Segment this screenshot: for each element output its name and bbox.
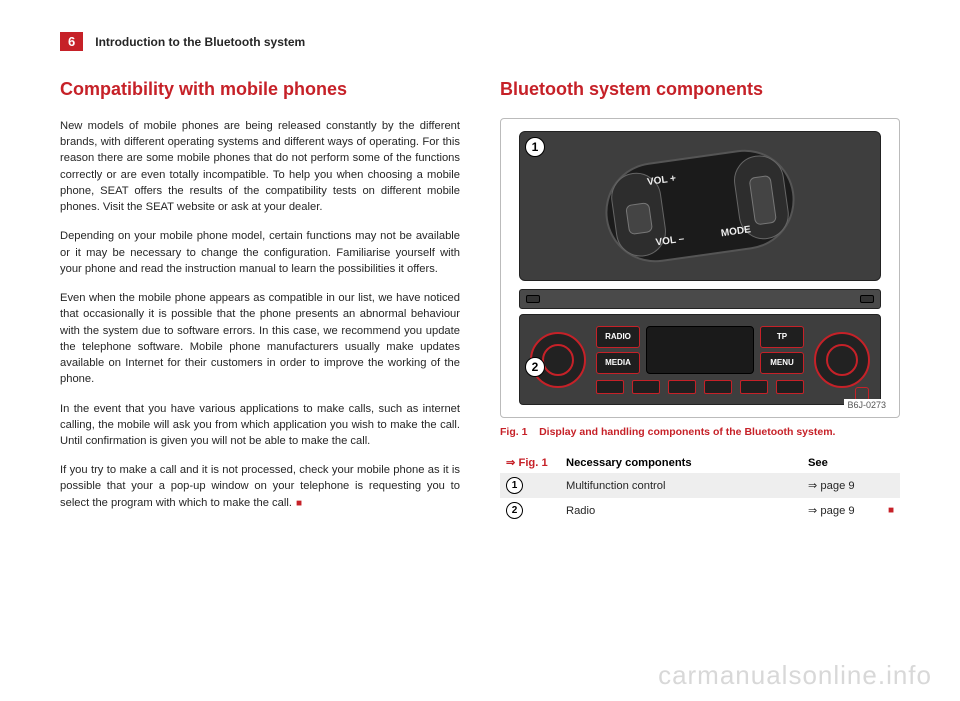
row-name: Radio: [560, 498, 802, 523]
radio-display: [646, 326, 754, 374]
figure-1: 1 VOL + VOL – MODE 2: [500, 118, 900, 418]
right-keys: TP MENU: [760, 326, 804, 374]
radio-key: RADIO: [596, 326, 640, 348]
preset-key: [776, 380, 804, 394]
col-component: Necessary components: [560, 452, 802, 473]
radio-center: RADIO MEDIA TP MENU: [586, 326, 814, 394]
column-left: Compatibility with mobile phones New mod…: [60, 79, 460, 524]
preset-key: [632, 380, 660, 394]
paragraph: Even when the mobile phone appears as co…: [60, 290, 460, 387]
table-row: 2 Radio ⇒ page 9 ■: [500, 498, 900, 523]
figure-caption: Fig. 1 Display and handling components o…: [500, 426, 900, 438]
vol-up-label: VOL +: [646, 173, 676, 188]
callout-1: 1: [525, 137, 545, 157]
row-name: Multifunction control: [560, 473, 802, 498]
row-num-cell: 2: [500, 498, 560, 523]
page-number: 6: [60, 32, 83, 51]
figure-caption-text: Display and handling components of the B…: [539, 426, 835, 438]
paragraph: New models of mobile phones are being re…: [60, 118, 460, 215]
figure-caption-prefix: Fig. 1: [500, 426, 527, 438]
paragraph: In the event that you have various appli…: [60, 401, 460, 450]
watermark: carmanualsonline.info: [658, 660, 932, 691]
figure-code: B6J-0273: [844, 399, 889, 411]
media-key: MEDIA: [596, 352, 640, 374]
heading-components: Bluetooth system components: [500, 79, 900, 100]
row-see: ⇒ page 9: [802, 473, 882, 498]
menu-key: MENU: [760, 352, 804, 374]
preset-key: [596, 380, 624, 394]
section-end-icon: ■: [882, 498, 900, 523]
columns: Compatibility with mobile phones New mod…: [60, 79, 900, 524]
radio-unit: RADIO MEDIA TP MENU: [519, 314, 881, 405]
row-end: [882, 473, 900, 498]
row-num-cell: 1: [500, 473, 560, 498]
radio-presets: [596, 380, 804, 394]
row-num-badge: 2: [506, 502, 523, 519]
fig-ref-header: ⇒ Fig. 1: [500, 452, 560, 473]
multifunction-control: VOL + VOL – MODE: [599, 143, 801, 268]
chapter-title: Introduction to the Bluetooth system: [95, 35, 305, 49]
vol-down-label: VOL –: [655, 234, 685, 249]
preset-key: [704, 380, 732, 394]
col-end: [882, 452, 900, 473]
mode-label: MODE: [720, 224, 751, 239]
page-root: 6 Introduction to the Bluetooth system C…: [0, 0, 960, 701]
figure-top-panel: VOL + VOL – MODE: [519, 131, 881, 281]
page-header: 6 Introduction to the Bluetooth system: [60, 32, 900, 51]
table-header-row: ⇒ Fig. 1 Necessary components See: [500, 452, 900, 473]
paragraph: If you try to make a call and it is not …: [60, 462, 460, 511]
preset-key: [668, 380, 696, 394]
preset-key: [740, 380, 768, 394]
column-right: Bluetooth system components 1 VOL + VOL …: [500, 79, 900, 524]
radio-top-row: RADIO MEDIA TP MENU: [596, 326, 804, 374]
paragraph: Depending on your mobile phone model, ce…: [60, 228, 460, 277]
right-dial: [814, 332, 870, 388]
col-see: See: [802, 452, 882, 473]
left-keys: RADIO MEDIA: [596, 326, 640, 374]
slot-chip: [526, 295, 540, 303]
tp-key: TP: [760, 326, 804, 348]
row-see: ⇒ page 9: [802, 498, 882, 523]
heading-compatibility: Compatibility with mobile phones: [60, 79, 460, 100]
row-num-badge: 1: [506, 477, 523, 494]
callout-2: 2: [525, 357, 545, 377]
table-row: 1 Multifunction control ⇒ page 9: [500, 473, 900, 498]
radio-slot: [519, 289, 881, 309]
components-table: ⇒ Fig. 1 Necessary components See 1 Mult…: [500, 452, 900, 523]
slot-chip: [860, 295, 874, 303]
